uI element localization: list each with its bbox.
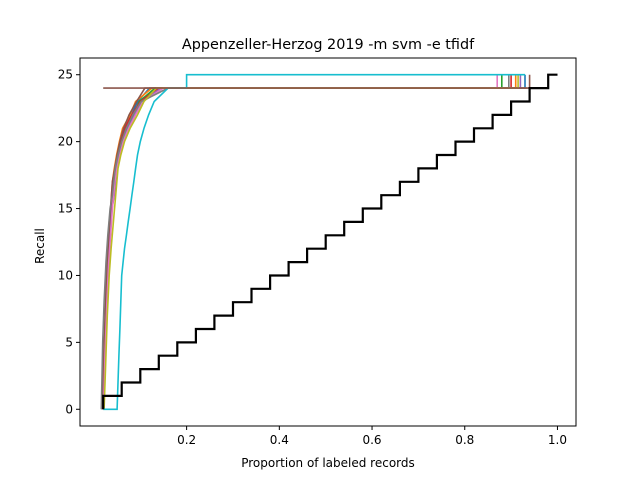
y-axis-ticks: 0 5 10 15 20 25 <box>58 68 80 416</box>
y-tick-label-4: 15 <box>58 202 73 216</box>
series-line-10 <box>103 73 525 411</box>
plot-area: 0.2 0.4 0.6 0.8 1.0 0 5 10 15 20 25 <box>58 57 577 447</box>
axes-frame <box>79 57 577 427</box>
x-axis-ticks: 0.2 0.4 0.6 0.8 1.0 <box>177 426 567 447</box>
y-axis-label: Recall <box>33 228 47 264</box>
x-tick-label-1: 0.2 <box>177 433 196 447</box>
chart-title: Appenzeller-Herzog 2019 -m svm -e tfidf <box>182 37 475 53</box>
x-axis-label: Proportion of labeled records <box>241 456 415 470</box>
y-tick-label-3: 10 <box>58 268 73 282</box>
series-layer <box>100 73 558 411</box>
series-line-12 <box>102 73 558 410</box>
x-tick-label-3: 0.6 <box>362 433 381 447</box>
series-line-8 <box>100 74 510 410</box>
y-tick-label-6: 25 <box>58 68 73 82</box>
y-tick-label-5: 20 <box>58 135 73 149</box>
x-tick-label-2: 0.4 <box>270 433 289 447</box>
x-tick-label-4: 0.8 <box>455 433 474 447</box>
y-tick-label-1: 0 <box>65 402 73 416</box>
y-tick-label-2: 5 <box>65 335 73 349</box>
x-tick-label-5: 1.0 <box>548 433 567 447</box>
series-line-9 <box>103 74 519 410</box>
